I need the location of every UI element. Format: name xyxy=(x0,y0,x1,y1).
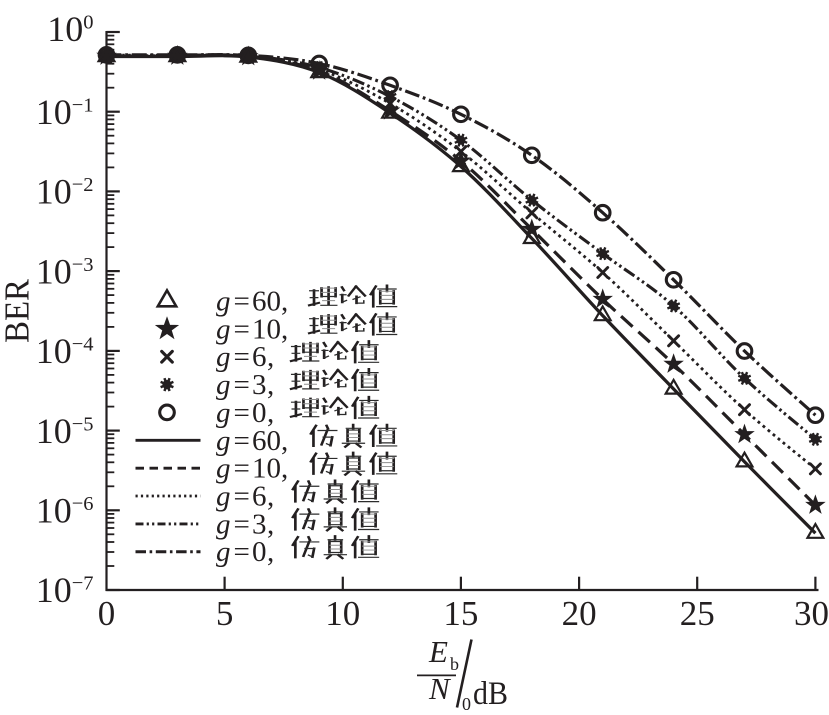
svg-text:10−5: 10−5 xyxy=(36,411,94,451)
svg-text:g=3,: g =3, xyxy=(216,369,274,401)
svg-text:N: N xyxy=(428,671,452,706)
svg-text:25: 25 xyxy=(680,594,715,633)
svg-text:30: 30 xyxy=(794,594,829,633)
svg-text:g=0,: g =0, xyxy=(216,536,274,568)
svg-text:g=60,: g =60, xyxy=(216,425,288,457)
svg-text:10−2: 10−2 xyxy=(36,172,94,212)
svg-text:E: E xyxy=(428,634,448,669)
svg-text:BER: BER xyxy=(0,278,37,343)
svg-text:dB: dB xyxy=(473,676,508,712)
svg-text:g=0,: g =0, xyxy=(216,397,274,429)
svg-text:b: b xyxy=(450,654,459,674)
svg-text:10: 10 xyxy=(325,594,360,633)
svg-text:10−6: 10−6 xyxy=(36,491,94,531)
svg-text:10−7: 10−7 xyxy=(36,570,94,610)
svg-text:15: 15 xyxy=(443,594,478,633)
svg-text:10−1: 10−1 xyxy=(36,92,94,132)
svg-text:g=60,: g =60, xyxy=(216,286,288,318)
svg-text:g=3,: g =3, xyxy=(216,508,274,540)
svg-text:g=6,: g =6, xyxy=(216,341,274,373)
svg-text:100: 100 xyxy=(47,9,93,49)
svg-text:5: 5 xyxy=(216,594,234,633)
svg-text:20: 20 xyxy=(562,594,597,633)
svg-text:g=10,: g =10, xyxy=(216,313,288,345)
svg-text:0: 0 xyxy=(462,694,471,714)
svg-text:0: 0 xyxy=(98,594,116,633)
svg-text:10−4: 10−4 xyxy=(36,331,94,371)
svg-text:g=6,: g =6, xyxy=(216,481,274,513)
svg-text:10−3: 10−3 xyxy=(36,251,94,291)
svg-text:g=10,: g =10, xyxy=(216,453,288,485)
